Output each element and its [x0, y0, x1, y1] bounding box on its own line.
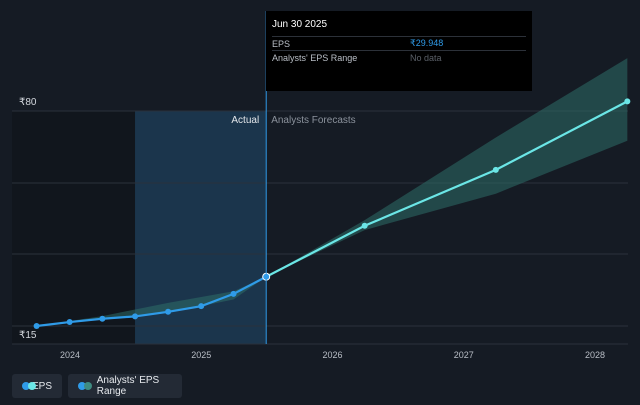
- forecast-region-label: Analysts Forecasts: [271, 115, 355, 126]
- tooltip-value: No data: [410, 52, 442, 63]
- forecast-eps-point: [361, 222, 368, 229]
- eps-lines: [36, 100, 628, 328]
- actual-eps-point: [33, 323, 40, 329]
- actual-eps-point: [66, 319, 73, 326]
- x-tick-label: 2027: [454, 350, 474, 360]
- tooltip-row-range: Analysts' EPS Range No data: [272, 50, 526, 64]
- x-tick-label: 2025: [191, 350, 211, 360]
- y-axis-top-label: ₹80: [19, 97, 37, 108]
- forecast-eps-line: [265, 100, 628, 278]
- actual-eps-point: [165, 308, 172, 315]
- y-axis-bottom-label: ₹15: [19, 330, 37, 341]
- tooltip-key: EPS: [272, 38, 291, 49]
- eps-points: [33, 98, 631, 329]
- x-tick-label: 2028: [585, 350, 605, 360]
- tooltip-row-eps: EPS ₹29.948: [272, 36, 526, 50]
- chart-background: [12, 111, 267, 344]
- x-axis-ticks: 2024 2025 2026 2027 2028: [60, 350, 605, 360]
- gridlines: [12, 110, 628, 345]
- legend-item-eps[interactable]: EPS: [12, 374, 62, 398]
- tooltip-value: ₹29.948: [410, 38, 444, 48]
- actual-eps-point: [132, 313, 139, 320]
- x-tick-label: 2026: [322, 350, 342, 360]
- tooltip-date: Jun 30 2025: [272, 19, 328, 30]
- legend-label: EPS: [31, 380, 52, 392]
- actual-region-label: Actual: [231, 115, 259, 126]
- actual-eps-point: [230, 290, 237, 297]
- actual-eps-line: [36, 275, 267, 328]
- actual-eps-point: [99, 315, 106, 322]
- forecast-eps-point: [624, 98, 631, 105]
- legend-swatch-icon: [78, 382, 92, 390]
- x-tick-label: 2024: [60, 350, 80, 360]
- legend-label: Analysts' EPS Range: [96, 375, 160, 397]
- hover-tooltip: Jun 30 2025 EPS ₹29.948 Analysts' EPS Ra…: [266, 11, 532, 91]
- legend-item-eps-range[interactable]: Analysts' EPS Range: [68, 374, 182, 398]
- legend-swatch-icon: [22, 382, 36, 390]
- tooltip-key: Analysts' EPS Range: [272, 52, 358, 63]
- forecast-eps-point: [492, 166, 499, 173]
- actual-eps-point: [198, 303, 205, 310]
